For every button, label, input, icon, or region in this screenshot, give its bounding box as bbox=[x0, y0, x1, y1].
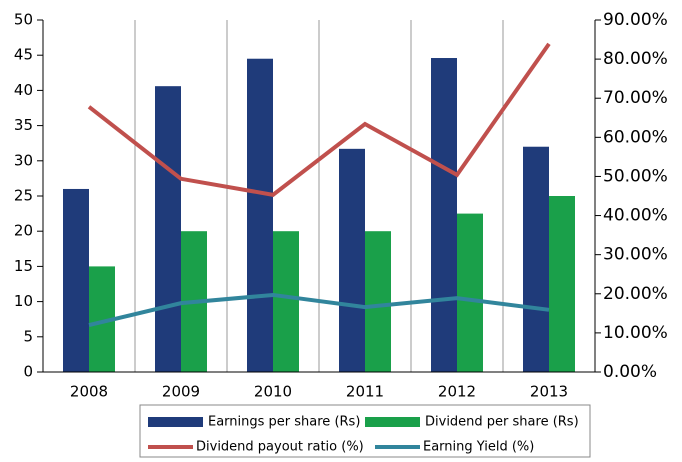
y2-tick-label: 10.00% bbox=[603, 323, 668, 343]
bar bbox=[339, 148, 365, 372]
y-tick-label: 0 bbox=[23, 363, 33, 381]
legend-swatch bbox=[365, 417, 420, 427]
line-series bbox=[88, 292, 550, 328]
bar bbox=[247, 58, 273, 372]
bar bbox=[63, 188, 89, 372]
y2-tick-label: 40.00% bbox=[603, 206, 668, 226]
legend-label: Dividend payout ratio (%) bbox=[196, 440, 364, 455]
x-tick-label: 2013 bbox=[530, 383, 568, 401]
legend-label: Dividend per share (Rs) bbox=[425, 415, 579, 430]
line-series bbox=[87, 42, 551, 197]
y2-tick-label: 60.00% bbox=[603, 127, 668, 147]
y2-tick-label: 20.00% bbox=[603, 284, 668, 304]
x-tick-label: 2009 bbox=[162, 383, 200, 401]
legend-box bbox=[139, 404, 591, 458]
x-tick-label: 2010 bbox=[254, 383, 292, 401]
y2-tick-label: 0.00% bbox=[603, 362, 657, 382]
bar bbox=[457, 213, 483, 372]
y-tick-label: 5 bbox=[23, 327, 33, 345]
y-tick-label: 50 bbox=[14, 11, 33, 29]
y-tick-label: 35 bbox=[14, 116, 33, 134]
y2-tick-label: 70.00% bbox=[603, 88, 668, 108]
y2-tick-label: 30.00% bbox=[603, 245, 668, 265]
y2-tick-label: 80.00% bbox=[603, 49, 668, 69]
bar bbox=[273, 231, 299, 372]
y-tick-label: 20 bbox=[14, 222, 33, 240]
y-tick-label: 15 bbox=[14, 257, 33, 275]
y2-tick-label: 90.00% bbox=[603, 10, 668, 30]
y-tick-label: 30 bbox=[14, 151, 33, 169]
legend-label: Earning Yield (%) bbox=[423, 440, 534, 455]
y2-tick-label: 50.00% bbox=[603, 166, 668, 186]
x-tick-label: 2012 bbox=[438, 383, 476, 401]
bar bbox=[549, 196, 575, 372]
bar bbox=[155, 86, 181, 373]
legend-swatch bbox=[148, 417, 203, 427]
bar bbox=[365, 231, 391, 372]
x-tick-label: 2011 bbox=[346, 383, 384, 401]
x-tick-label: 2008 bbox=[70, 383, 108, 401]
bar bbox=[523, 146, 549, 372]
y-tick-label: 45 bbox=[14, 46, 33, 64]
y-tick-label: 40 bbox=[14, 81, 33, 99]
y-tick-label: 10 bbox=[14, 292, 33, 310]
bar bbox=[431, 58, 457, 373]
legend-label: Earnings per share (Rs) bbox=[208, 415, 360, 430]
y-tick-label: 25 bbox=[14, 187, 33, 205]
